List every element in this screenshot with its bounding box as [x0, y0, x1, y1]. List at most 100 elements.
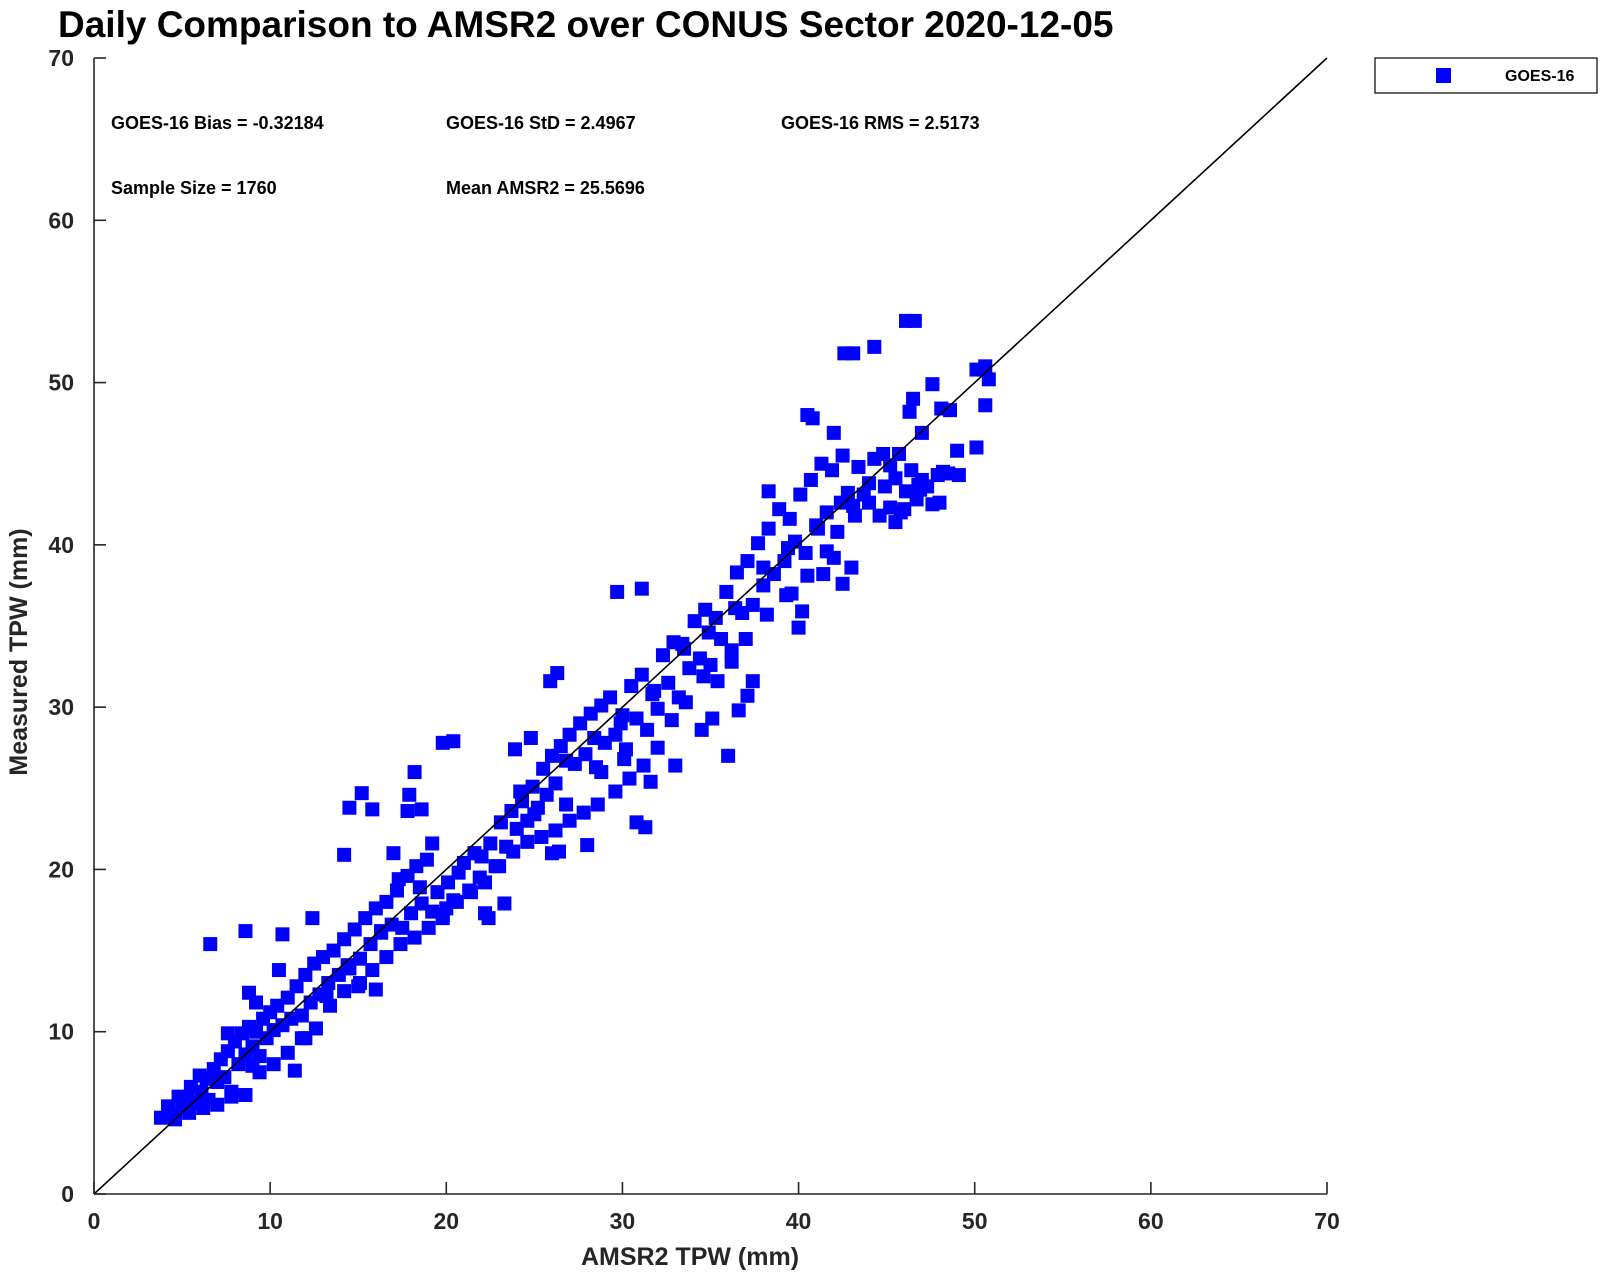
data-point — [352, 951, 367, 966]
data-point — [478, 875, 493, 890]
data-point — [386, 846, 401, 861]
data-point — [872, 508, 887, 523]
data-point — [603, 690, 618, 705]
data-point — [701, 625, 716, 640]
std-annotation: GOES-16 StD = 2.4967 — [446, 113, 636, 133]
data-point — [883, 458, 898, 473]
data-point — [550, 666, 565, 681]
data-point — [876, 446, 891, 461]
legend-marker — [1436, 68, 1451, 83]
data-point — [441, 875, 456, 890]
data-point — [847, 508, 862, 523]
data-point — [835, 448, 850, 463]
data-point — [705, 711, 720, 726]
data-point — [270, 998, 285, 1013]
data-point — [414, 896, 429, 911]
data-point — [298, 967, 313, 982]
data-point — [740, 554, 755, 569]
data-point — [617, 752, 632, 767]
data-point — [430, 885, 445, 900]
data-point — [772, 502, 787, 517]
x-axis-label: AMSR2 TPW (mm) — [581, 1243, 799, 1271]
data-point — [305, 911, 320, 926]
data-point — [897, 502, 912, 517]
y-tick-label: 50 — [48, 370, 74, 396]
y-tick-label: 60 — [48, 207, 74, 233]
data-point — [714, 631, 729, 646]
data-point — [210, 1097, 225, 1112]
data-point — [412, 880, 427, 895]
data-point — [724, 643, 739, 658]
legend: GOES-16 — [1374, 57, 1598, 94]
data-point — [368, 982, 383, 997]
data-point — [782, 511, 797, 526]
data-point — [629, 711, 644, 726]
data-point — [851, 459, 866, 474]
data-point — [553, 739, 568, 754]
data-point — [891, 446, 906, 461]
data-point — [509, 821, 524, 836]
data-point — [365, 963, 380, 978]
data-point — [483, 836, 498, 851]
data-point — [729, 565, 744, 580]
data-point — [548, 823, 563, 838]
data-point — [358, 911, 373, 926]
data-point — [636, 758, 651, 773]
data-point — [384, 917, 399, 932]
data-point — [425, 836, 440, 851]
data-point — [950, 443, 965, 458]
data-point — [287, 1063, 302, 1078]
data-point — [587, 730, 602, 745]
data-point — [978, 398, 993, 413]
data-point — [534, 829, 549, 844]
data-point — [791, 620, 806, 635]
data-point — [298, 1031, 313, 1046]
x-tick-label: 70 — [1314, 1208, 1340, 1234]
data-point — [781, 541, 796, 556]
legend-box — [1374, 57, 1598, 94]
data-point — [389, 883, 404, 898]
data-point — [552, 844, 567, 859]
data-point — [493, 815, 508, 830]
data-point — [192, 1068, 207, 1083]
x-tick-label: 0 — [88, 1208, 101, 1234]
data-point — [810, 521, 825, 536]
data-point — [932, 495, 947, 510]
data-point — [830, 524, 845, 539]
data-point — [844, 560, 859, 575]
axes — [93, 58, 1327, 1195]
data-point — [481, 911, 496, 926]
data-point — [805, 411, 820, 426]
data-point — [404, 906, 419, 921]
ticks: 0 10 20 30 40 50 60 70 0 10 20 30 40 50 60 70 — [48, 45, 1339, 1234]
data-point — [463, 885, 478, 900]
x-tick-label: 20 — [433, 1208, 459, 1234]
data-point — [249, 1024, 264, 1039]
data-point — [337, 984, 352, 999]
data-point — [559, 797, 574, 812]
data-point — [803, 472, 818, 487]
y-axis-label: Measured TPW (mm) — [5, 528, 33, 775]
data-point — [308, 1021, 323, 1036]
data-point — [835, 576, 850, 591]
data-point — [182, 1105, 197, 1120]
data-point — [943, 403, 958, 418]
data-point — [363, 937, 378, 952]
data-point — [888, 471, 903, 486]
data-point — [421, 920, 436, 935]
data-point — [925, 377, 940, 392]
data-points — [153, 313, 996, 1127]
y-tick-label: 70 — [48, 45, 74, 71]
data-point — [449, 894, 464, 909]
data-point — [833, 495, 848, 510]
data-point — [800, 568, 815, 583]
data-point — [615, 708, 630, 723]
rms-annotation: GOES-16 RMS = 2.5173 — [781, 113, 980, 133]
data-point — [978, 359, 993, 374]
data-point — [862, 476, 877, 491]
data-point — [249, 995, 264, 1010]
data-point — [536, 761, 551, 776]
data-point — [497, 896, 512, 911]
data-point — [326, 943, 341, 958]
data-point — [275, 927, 290, 942]
